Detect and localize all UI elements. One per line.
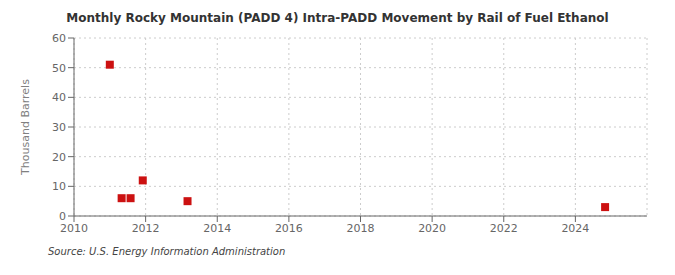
svg-text:2012: 2012 bbox=[132, 222, 160, 235]
svg-text:2018: 2018 bbox=[347, 222, 375, 235]
svg-text:2014: 2014 bbox=[203, 222, 231, 235]
svg-text:2024: 2024 bbox=[561, 222, 589, 235]
svg-text:50: 50 bbox=[52, 62, 66, 75]
svg-text:30: 30 bbox=[52, 121, 66, 134]
html-text:Monthly Rocky Mountain (PADD 4: Monthly Rocky Mountain (PADD 4) Intra-PA… bbox=[66, 11, 609, 25]
svg-text:2022: 2022 bbox=[490, 222, 518, 235]
html-text:Source: U.S. Energy Informatio: Source: U.S. Energy Information Administ… bbox=[48, 246, 286, 257]
svg-text:0: 0 bbox=[59, 210, 66, 223]
svg-text:2020: 2020 bbox=[418, 222, 446, 235]
svg-text:2016: 2016 bbox=[275, 222, 303, 235]
svg-text:Thousand Barrels: Thousand Barrels bbox=[19, 79, 32, 176]
svg-text:10: 10 bbox=[52, 180, 66, 193]
svg-text:20: 20 bbox=[52, 151, 66, 164]
svg-text:60: 60 bbox=[52, 32, 66, 45]
svg-text:40: 40 bbox=[52, 91, 66, 104]
svg-text:2010: 2010 bbox=[60, 222, 88, 235]
